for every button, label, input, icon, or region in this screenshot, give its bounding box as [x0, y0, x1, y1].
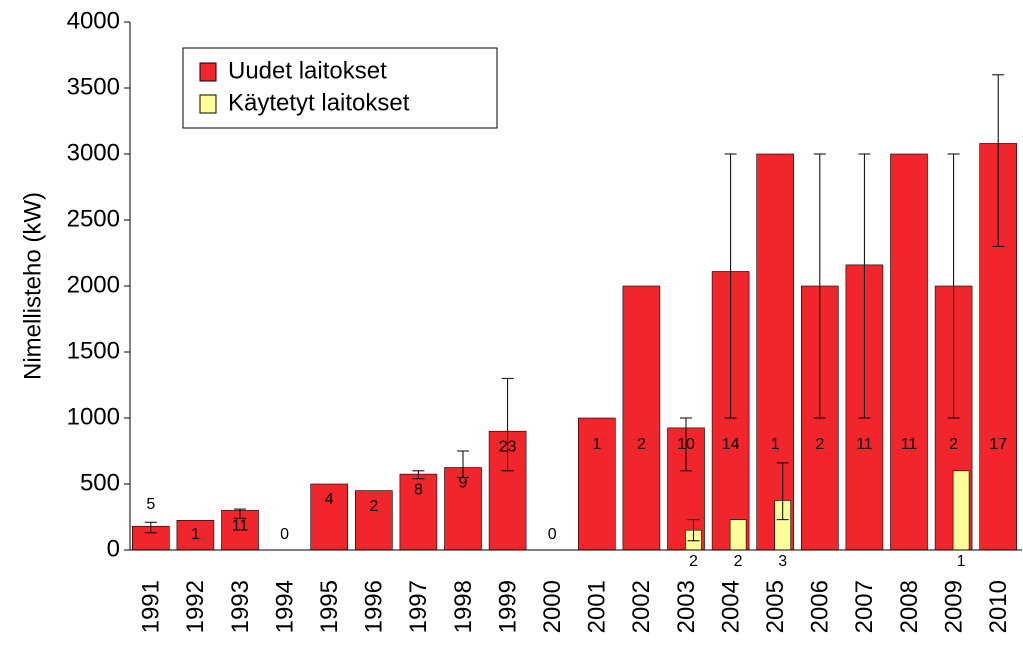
count-label: 11 [232, 518, 249, 535]
bar-used [729, 519, 747, 551]
x-tick-label: 2003 [673, 580, 700, 633]
x-tick-label: 2001 [584, 580, 611, 633]
bar-new [577, 417, 616, 551]
x-tick-label: 1999 [494, 580, 521, 633]
legend-label: Uudet laitokset [228, 57, 387, 84]
count-label: 4 [325, 491, 334, 508]
count-label: 14 [722, 436, 740, 453]
x-tick-label: 2002 [628, 580, 655, 633]
bar-new [890, 153, 928, 551]
x-tick-label: 2009 [940, 580, 967, 633]
y-tick-label: 1500 [67, 337, 120, 364]
bar-new [399, 473, 438, 551]
y-tick-label: 4000 [67, 7, 120, 34]
y-tick-label: 3500 [67, 73, 120, 100]
x-tick-label: 2010 [985, 580, 1012, 633]
bar-new [756, 153, 795, 551]
count-label: 2 [734, 553, 743, 570]
x-tick-label: 2006 [807, 580, 834, 633]
count-label: 1 [592, 436, 601, 453]
bar-new [622, 285, 661, 551]
bar-new [310, 483, 349, 551]
y-tick-label: 3000 [67, 139, 120, 166]
x-tick-label: 1994 [271, 580, 298, 633]
legend-swatch [199, 94, 217, 114]
bar-used [952, 470, 970, 551]
count-label: 3 [778, 553, 787, 570]
y-tick-label: 500 [80, 469, 120, 496]
y-tick-label: 2500 [67, 205, 120, 232]
count-label: 2 [949, 436, 958, 453]
legend-label: Käytetyt laitokset [228, 89, 410, 116]
count-label: 2 [815, 436, 824, 453]
x-tick-label: 1993 [227, 580, 254, 633]
count-label: 2 [637, 436, 646, 453]
x-tick-label: 2004 [717, 580, 744, 633]
y-tick-label: 1000 [67, 403, 120, 430]
y-tick-label: 2000 [67, 271, 120, 298]
count-label: 0 [280, 526, 289, 543]
bar-new [354, 490, 393, 551]
x-tick-label: 1996 [361, 580, 388, 633]
x-tick-label: 1991 [138, 580, 165, 633]
count-label: 0 [548, 526, 557, 543]
x-tick-label: 1998 [450, 580, 477, 633]
y-tick-label: 0 [107, 535, 120, 562]
y-axis-label: Nimellisteho (kW) [19, 192, 46, 380]
x-tick-label: 2008 [896, 580, 923, 633]
count-label: 9 [459, 475, 468, 492]
count-label: 11 [856, 436, 873, 453]
count-label: 2 [689, 553, 698, 570]
x-tick-label: 2005 [762, 580, 789, 633]
count-label: 2 [369, 498, 378, 515]
count-label: 17 [989, 436, 1007, 453]
legend-box [182, 47, 498, 129]
count-label: 1 [771, 436, 780, 453]
count-label: 5 [146, 496, 155, 513]
x-tick-label: 2007 [851, 580, 878, 633]
count-label: 10 [677, 436, 695, 453]
legend-swatch [199, 62, 217, 82]
count-label: 1 [191, 526, 200, 543]
x-tick-label: 1997 [405, 580, 432, 633]
x-tick-label: 2000 [539, 580, 566, 633]
bar-new [176, 519, 215, 551]
count-label: 1 [957, 553, 966, 570]
count-label: 23 [499, 438, 517, 455]
count-label: 11 [901, 436, 918, 453]
x-tick-label: 1992 [182, 580, 209, 633]
count-label: 8 [414, 481, 423, 498]
x-tick-label: 1995 [316, 580, 343, 633]
